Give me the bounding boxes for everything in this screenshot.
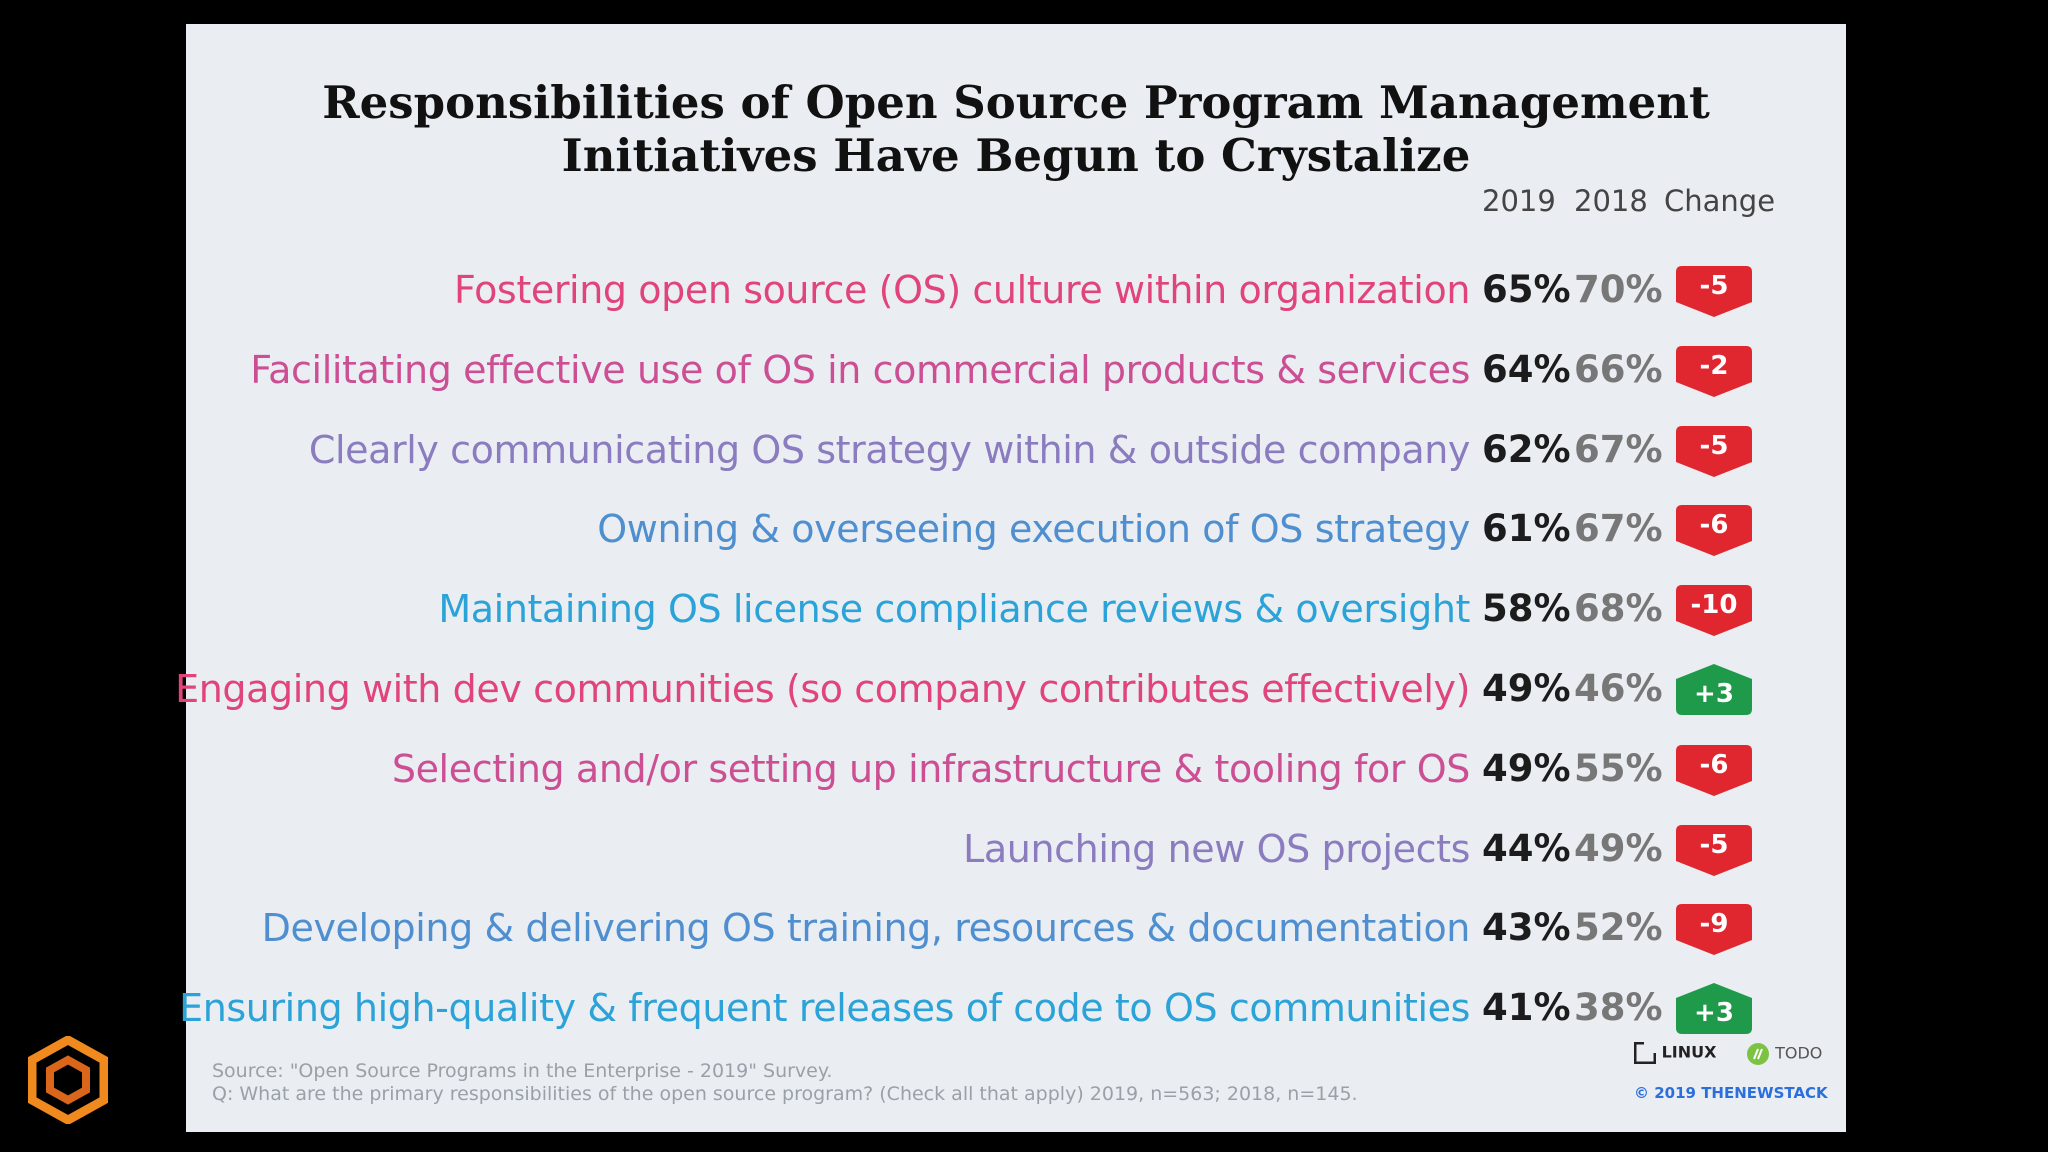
row-label: Launching new OS projects xyxy=(963,826,1470,871)
down-arrow-shape xyxy=(1676,744,1752,796)
change-value: -5 xyxy=(1700,830,1729,860)
row-label: Selecting and/or setting up infrastructu… xyxy=(391,746,1471,791)
todo-group-logo: TODO xyxy=(1746,1042,1822,1066)
source-line: Source: "Open Source Programs in the Ent… xyxy=(212,1060,833,1082)
change-value: -5 xyxy=(1700,271,1729,301)
value-2018: 68% xyxy=(1574,587,1663,631)
table-row: Clearly communicating OS strategy within… xyxy=(186,420,1846,480)
column-header-2018: 2018 xyxy=(1574,184,1648,218)
down-arrow-shape xyxy=(1676,345,1752,397)
change-badge-up: +3 xyxy=(1676,664,1752,715)
change-badge-down: -5 xyxy=(1676,266,1752,317)
up-arrow-shape xyxy=(1676,664,1752,715)
value-2018: 46% xyxy=(1574,667,1663,710)
row-label: Fostering open source (OS) culture withi… xyxy=(453,268,1470,312)
change-value: -5 xyxy=(1700,431,1729,461)
hexagon-logo-icon xyxy=(28,1036,108,1124)
row-label: Developing & delivering OS training, res… xyxy=(261,906,1471,951)
table-row: Ensuring high-quality & frequent release… xyxy=(179,978,1846,1038)
change-badge-down: -2 xyxy=(1676,345,1752,397)
row-label: Maintaining OS license compliance review… xyxy=(438,587,1470,632)
change-value: -6 xyxy=(1700,510,1729,540)
linux-foundation-logo: LINUX xyxy=(1633,1041,1717,1065)
responsibility-rows: Fostering open source (OS) culture withi… xyxy=(175,24,1846,1132)
value-2018: 67% xyxy=(1574,427,1663,471)
todo-mark-icon xyxy=(1747,1043,1769,1065)
change-value: -6 xyxy=(1700,750,1729,780)
value-2019: 43% xyxy=(1482,906,1571,950)
table-row: Facilitating effective use of OS in comm… xyxy=(186,340,1846,400)
table-row: Fostering open source (OS) culture withi… xyxy=(186,260,1846,320)
change-badge-down: -6 xyxy=(1676,505,1752,557)
table-row: Owning & overseeing execution of OS stra… xyxy=(186,499,1846,559)
change-value: -9 xyxy=(1700,909,1729,939)
change-badge-up: +3 xyxy=(1676,983,1752,1035)
source-note: Source: "Open Source Programs in the Ent… xyxy=(212,1060,1358,1106)
row-label: Owning & overseeing execution of OS stra… xyxy=(597,507,1470,552)
linux-foundation-mark-icon xyxy=(1633,1041,1657,1065)
row-label: Facilitating effective use of OS in comm… xyxy=(250,347,1470,392)
column-header-2019: 2019 xyxy=(1482,184,1556,218)
value-2019: 44% xyxy=(1482,826,1571,870)
down-arrow-shape xyxy=(1676,824,1752,876)
table-row: Launching new OS projects 44% 49% -5 xyxy=(186,819,1846,879)
value-2018: 38% xyxy=(1574,986,1663,1030)
change-badge-down: -10 xyxy=(1676,585,1752,637)
down-arrow-shape xyxy=(1676,585,1752,637)
chart-title-line-2: Initiatives Have Begun to Crystalize xyxy=(561,129,1471,182)
change-value: +3 xyxy=(1694,679,1734,709)
publisher-logos: LINUX TODO © 2019 THENEWSTACK xyxy=(1633,1041,1828,1122)
question-line: Q: What are the primary responsibilities… xyxy=(212,1083,1358,1105)
down-arrow-shape xyxy=(1676,266,1752,317)
change-badge-down: -9 xyxy=(1676,904,1752,956)
value-2019: 41% xyxy=(1482,986,1571,1030)
table-row: Engaging with dev communities (so compan… xyxy=(175,659,1846,719)
column-header-change: Change xyxy=(1664,184,1776,218)
down-arrow-shape xyxy=(1676,904,1752,956)
value-2019: 61% xyxy=(1482,507,1571,551)
row-label: Engaging with dev communities (so compan… xyxy=(175,667,1470,711)
change-badge-down: -5 xyxy=(1676,824,1752,876)
value-2019: 49% xyxy=(1482,667,1571,710)
change-value: -10 xyxy=(1691,590,1738,620)
value-2019: 62% xyxy=(1482,427,1571,471)
table-row: Maintaining OS license compliance review… xyxy=(186,579,1846,639)
change-badge-down: -6 xyxy=(1676,744,1752,796)
value-2018: 66% xyxy=(1574,347,1663,391)
table-row: Developing & delivering OS training, res… xyxy=(186,898,1846,958)
down-arrow-shape xyxy=(1676,425,1752,477)
value-2019: 49% xyxy=(1482,746,1571,790)
value-2018: 67% xyxy=(1574,507,1663,551)
down-arrow-shape xyxy=(1676,505,1752,557)
change-value: +3 xyxy=(1694,998,1734,1028)
row-label: Ensuring high-quality & frequent release… xyxy=(179,986,1470,1031)
chart-slide: Responsibilities of Open Source Program … xyxy=(175,24,1846,1132)
copyright-thenewstack: © 2019 THENEWSTACK xyxy=(1634,1084,1828,1102)
value-2018: 52% xyxy=(1574,906,1663,950)
linux-logo-text: LINUX xyxy=(1661,1042,1717,1062)
value-2018: 49% xyxy=(1574,826,1663,870)
chart-title: Responsibilities of Open Source Program … xyxy=(186,76,1846,182)
value-2019: 65% xyxy=(1482,268,1571,311)
table-row: Selecting and/or setting up infrastructu… xyxy=(186,739,1846,799)
value-2019: 58% xyxy=(1482,587,1571,631)
change-value: -2 xyxy=(1700,351,1729,381)
row-label: Clearly communicating OS strategy within… xyxy=(308,427,1471,472)
todo-logo-text: TODO xyxy=(1775,1043,1823,1063)
value-2019: 64% xyxy=(1482,347,1571,391)
value-2018: 55% xyxy=(1574,746,1663,790)
up-arrow-shape xyxy=(1676,983,1752,1035)
value-2018: 70% xyxy=(1574,268,1663,311)
chart-title-line-1: Responsibilities of Open Source Program … xyxy=(322,76,1710,129)
change-badge-down: -5 xyxy=(1676,425,1752,477)
